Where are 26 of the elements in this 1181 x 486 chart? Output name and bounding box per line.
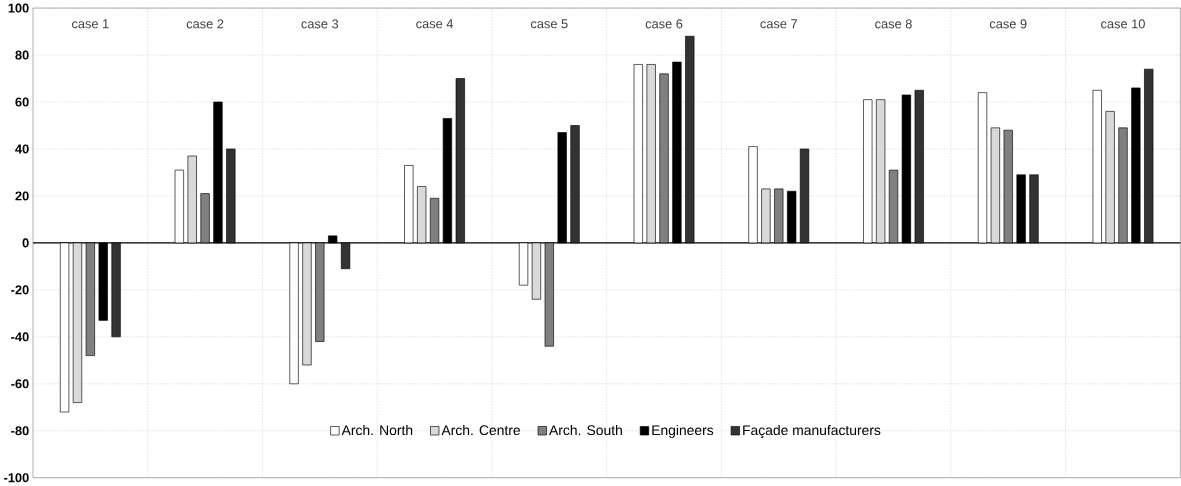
y-tick-label: 80 bbox=[15, 50, 29, 60]
x-tick-label: case 5 bbox=[530, 19, 568, 29]
x-tick-label: case 2 bbox=[186, 19, 224, 29]
y-tick-label: -100 bbox=[4, 473, 29, 483]
legend-label: Arch. South bbox=[549, 425, 622, 436]
x-tick-label: case 9 bbox=[989, 19, 1027, 29]
x-tick-label: case 4 bbox=[416, 19, 454, 29]
y-tick-label: -60 bbox=[11, 379, 29, 389]
legend-label: Arch. Centre bbox=[441, 425, 520, 436]
x-tick-label: case 10 bbox=[1101, 19, 1145, 29]
y-tick-label: 100 bbox=[8, 3, 29, 13]
legend-label: Engineers bbox=[652, 425, 714, 438]
x-tick-label: case 7 bbox=[760, 19, 797, 29]
y-tick-label: -80 bbox=[11, 426, 29, 436]
legend-label: Arch. North bbox=[341, 425, 413, 436]
y-tick-label: 40 bbox=[15, 144, 29, 154]
legend-label: Façade manufacturers bbox=[743, 425, 881, 439]
x-tick-label: case 6 bbox=[645, 19, 683, 29]
y-tick-label: 60 bbox=[15, 97, 29, 107]
y-tick-label: 20 bbox=[15, 191, 29, 201]
y-tick-label: -20 bbox=[11, 285, 29, 295]
y-tick-label: 0 bbox=[22, 238, 29, 248]
x-tick-label: case 8 bbox=[875, 19, 912, 29]
x-tick-label: case 3 bbox=[301, 19, 339, 29]
y-tick-label: -40 bbox=[11, 332, 29, 342]
x-tick-label: case 1 bbox=[72, 19, 109, 29]
